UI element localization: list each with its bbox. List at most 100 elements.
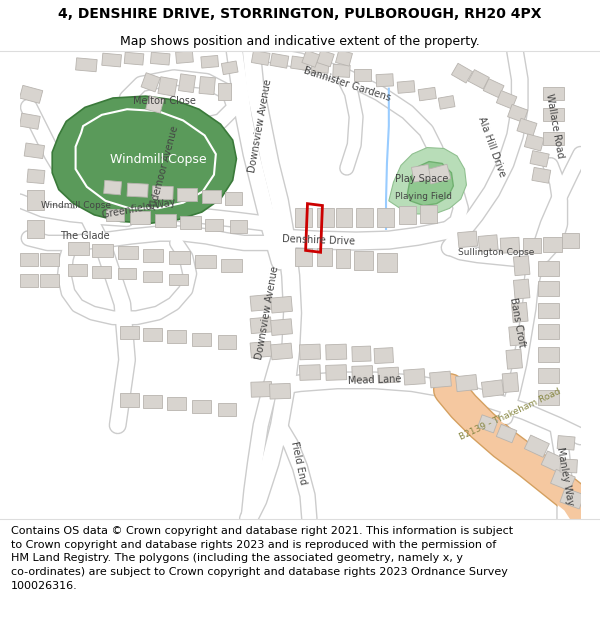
Polygon shape (27, 219, 44, 238)
Text: Manley Way: Manley Way (554, 447, 575, 507)
Polygon shape (478, 235, 498, 251)
Polygon shape (118, 246, 138, 259)
Polygon shape (27, 169, 45, 184)
Polygon shape (427, 164, 451, 184)
Polygon shape (295, 248, 312, 266)
Polygon shape (377, 253, 397, 272)
Polygon shape (250, 317, 272, 334)
Text: Downsview Avenue: Downsview Avenue (248, 79, 274, 174)
Polygon shape (155, 214, 176, 227)
Text: Windmill Copse: Windmill Copse (41, 201, 110, 210)
Polygon shape (251, 381, 272, 398)
Polygon shape (193, 332, 211, 346)
Polygon shape (524, 134, 544, 151)
Polygon shape (560, 488, 584, 509)
Polygon shape (290, 56, 309, 71)
Polygon shape (143, 271, 161, 282)
Polygon shape (538, 261, 559, 276)
Polygon shape (551, 469, 575, 491)
Text: Aldemoor Avenue: Aldemoor Avenue (148, 125, 181, 211)
Polygon shape (76, 109, 216, 208)
Polygon shape (311, 60, 329, 73)
Polygon shape (178, 74, 196, 92)
Polygon shape (374, 348, 394, 364)
Polygon shape (538, 347, 559, 362)
Polygon shape (352, 366, 373, 381)
Polygon shape (317, 50, 334, 67)
Polygon shape (40, 274, 59, 287)
Polygon shape (512, 302, 528, 322)
Polygon shape (404, 369, 425, 385)
Polygon shape (560, 459, 577, 473)
Polygon shape (399, 206, 416, 224)
Polygon shape (538, 368, 559, 383)
Polygon shape (524, 435, 550, 457)
Polygon shape (167, 330, 186, 343)
Polygon shape (326, 344, 347, 360)
Polygon shape (146, 96, 164, 113)
Polygon shape (193, 400, 211, 413)
Polygon shape (92, 244, 113, 257)
Polygon shape (199, 76, 215, 94)
Polygon shape (562, 232, 578, 248)
Polygon shape (335, 50, 352, 66)
Polygon shape (354, 69, 371, 81)
Polygon shape (201, 56, 218, 68)
Polygon shape (530, 151, 549, 167)
Polygon shape (218, 83, 231, 100)
Polygon shape (541, 451, 566, 473)
Polygon shape (143, 328, 161, 341)
Text: Map shows position and indicative extent of the property.: Map shows position and indicative extent… (120, 34, 480, 48)
Text: Bannister Gardens: Bannister Gardens (302, 65, 392, 102)
Polygon shape (218, 402, 236, 416)
Polygon shape (92, 266, 111, 278)
Polygon shape (356, 208, 373, 227)
Polygon shape (127, 183, 148, 198)
Polygon shape (389, 148, 466, 214)
Polygon shape (378, 367, 399, 383)
Polygon shape (106, 209, 124, 221)
Polygon shape (557, 436, 575, 450)
Polygon shape (439, 96, 455, 109)
Text: Greenfield Way: Greenfield Way (101, 197, 176, 220)
Text: Downsview Avenue: Downsview Avenue (254, 266, 280, 361)
Polygon shape (225, 192, 242, 204)
Polygon shape (121, 326, 139, 339)
Polygon shape (483, 79, 504, 98)
Polygon shape (335, 249, 350, 268)
Polygon shape (407, 162, 454, 206)
Polygon shape (102, 53, 121, 67)
Polygon shape (523, 238, 541, 253)
Polygon shape (419, 204, 437, 223)
Polygon shape (496, 424, 517, 442)
Polygon shape (218, 336, 236, 349)
Polygon shape (271, 319, 292, 336)
Polygon shape (124, 52, 144, 65)
Polygon shape (538, 302, 559, 318)
Polygon shape (418, 88, 436, 101)
Polygon shape (412, 164, 431, 182)
Text: Melton Close: Melton Close (133, 96, 196, 106)
Polygon shape (68, 242, 89, 255)
Polygon shape (299, 344, 320, 360)
Polygon shape (397, 81, 415, 93)
Polygon shape (143, 396, 161, 408)
Polygon shape (500, 238, 520, 253)
Text: Wallace Road: Wallace Road (544, 93, 565, 159)
Text: Mead Lane: Mead Lane (348, 374, 402, 386)
Polygon shape (269, 383, 290, 399)
Polygon shape (104, 181, 122, 195)
Text: Sullington Copse: Sullington Copse (458, 248, 535, 257)
Polygon shape (502, 372, 519, 392)
Polygon shape (68, 264, 87, 276)
Polygon shape (270, 53, 289, 68)
Polygon shape (481, 380, 503, 398)
Polygon shape (543, 108, 563, 121)
Polygon shape (181, 216, 201, 229)
Polygon shape (354, 251, 373, 270)
Polygon shape (458, 231, 478, 248)
Polygon shape (118, 268, 136, 279)
Polygon shape (221, 259, 242, 272)
Polygon shape (514, 256, 530, 276)
Polygon shape (333, 64, 350, 78)
